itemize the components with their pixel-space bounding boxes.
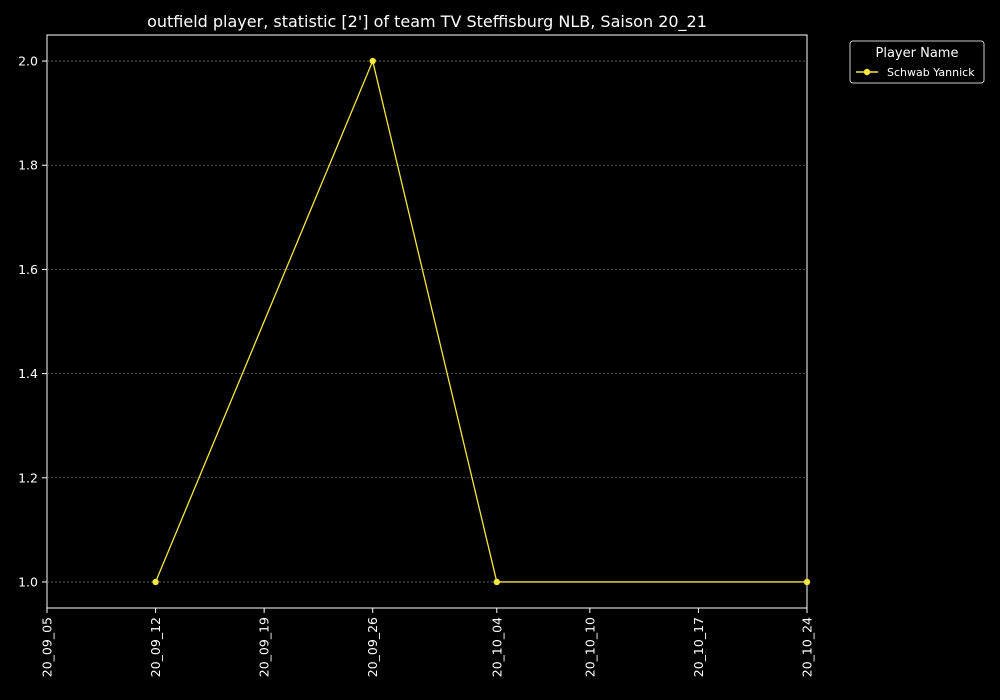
series-layer (152, 57, 811, 586)
x-tick-label: 20_10_24 (800, 617, 815, 677)
y-tick-label: 1.2 (18, 470, 38, 485)
data-point (369, 57, 376, 65)
x-tick-label: 20_09_19 (257, 617, 272, 677)
data-point (152, 578, 159, 586)
legend-box (849, 40, 985, 84)
legend-entry-label: Schwab Yannick (887, 66, 975, 79)
x-tick-label: 20_10_17 (691, 617, 706, 677)
grid (47, 60, 807, 583)
legend: Player Name Schwab Yannick (849, 40, 985, 84)
y-axis: 1.0 1.2 1.4 1.6 1.8 2.0 (18, 54, 47, 589)
y-tick-label: 1.8 (18, 158, 38, 173)
y-tick-label: 1.0 (18, 574, 38, 589)
series-line (154, 58, 807, 583)
x-tick-label: 20_09_26 (365, 617, 380, 677)
y-tick-label: 1.6 (18, 262, 38, 277)
data-point (803, 578, 811, 586)
legend-title: Player Name (876, 46, 959, 61)
x-axis: 20_09_05 20_09_12 20_09_19 20_09_26 20_10_04… (40, 608, 815, 677)
chart-title: outfield player, statistic [2'] of team … (147, 12, 707, 32)
plot-area (46, 34, 808, 609)
x-tick-label: 20_09_05 (40, 617, 55, 677)
x-tick-label: 20_10_04 (489, 617, 504, 677)
data-point (493, 578, 500, 586)
x-tick-label: 20_09_12 (148, 617, 163, 677)
x-tick-label: 20_10_10 (582, 617, 597, 677)
y-tick-label: 1.4 (18, 366, 38, 381)
legend-marker-swatch (863, 68, 871, 76)
y-tick-label: 2.0 (18, 54, 38, 69)
